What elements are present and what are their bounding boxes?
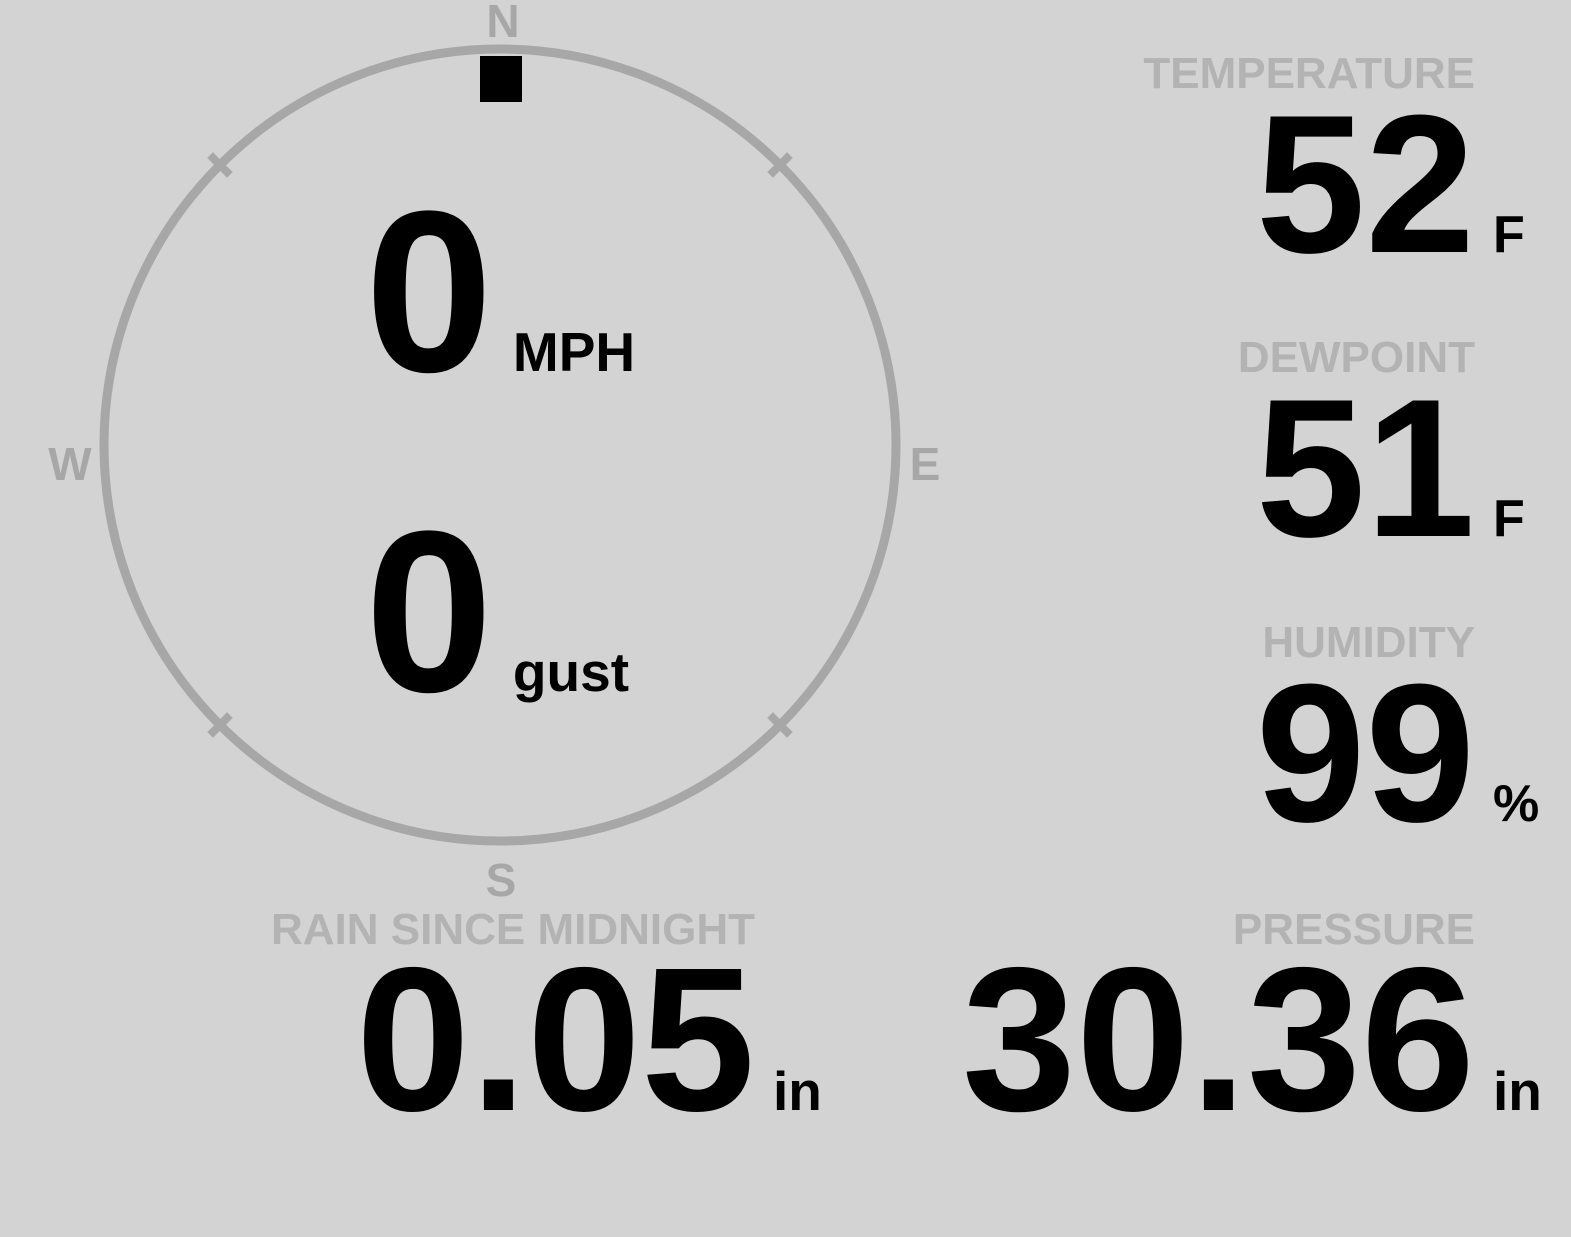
rain-metric: RAIN SINCE MIDNIGHT 0.05 in (35, 905, 822, 1143)
compass-tick-nw (207, 152, 233, 178)
dewpoint-value-row: 51 F (1256, 370, 1525, 567)
humidity-value: 99 (1255, 643, 1475, 863)
wind-speed-row: 0 MPH (365, 177, 635, 407)
wind-gust-value: 0 (365, 483, 493, 740)
temperature-metric: TEMPERATURE 52 F (875, 49, 1525, 283)
humidity-value-row: 99 % (1256, 655, 1539, 852)
cardinal-label-south: S (485, 854, 517, 906)
pressure-value: 30.36 (961, 925, 1475, 1154)
temperature-value: 52 (1255, 74, 1475, 294)
humidity-label: HUMIDITY (1262, 618, 1475, 667)
compass-ring (99, 44, 901, 846)
pressure-unit: in (1493, 1060, 1542, 1122)
dewpoint-metric: DEWPOINT 51 F (875, 333, 1525, 567)
compass-tick-se (767, 712, 793, 738)
rain-unit: in (773, 1060, 822, 1122)
rain-value-row: 0.05 in (356, 937, 822, 1142)
pressure-metric: PRESSURE 30.36 in (775, 905, 1542, 1143)
cardinal-label-east: E (909, 438, 941, 490)
cardinal-label-west: W (48, 438, 92, 490)
wind-speed-value: 0 (365, 163, 493, 420)
temperature-unit: F (1493, 206, 1525, 264)
compass-graphic (99, 44, 901, 846)
wind-gust-unit: gust (512, 641, 630, 703)
wind-speed-unit: MPH (512, 321, 636, 383)
humidity-unit: % (1493, 775, 1540, 833)
compass-tick-sw (207, 712, 233, 738)
dewpoint-unit: F (1493, 490, 1525, 548)
compass-tick-ne (767, 152, 793, 178)
wind-direction-marker (480, 56, 522, 102)
dewpoint-value: 51 (1255, 358, 1475, 578)
wind-gust-row: 0 gust (365, 497, 629, 727)
rain-value: 0.05 (356, 925, 755, 1154)
temperature-value-row: 52 F (1256, 86, 1525, 283)
wind-compass: N E S W 0 MPH 0 gust (0, 0, 1000, 910)
pressure-label: PRESSURE (1232, 905, 1475, 954)
humidity-metric: HUMIDITY 99 % (875, 618, 1539, 852)
temperature-label: TEMPERATURE (1143, 49, 1475, 98)
cardinal-label-north: N (486, 0, 520, 47)
dewpoint-label: DEWPOINT (1237, 333, 1475, 382)
rain-label: RAIN SINCE MIDNIGHT (271, 905, 755, 954)
pressure-value-row: 30.36 in (962, 937, 1542, 1142)
